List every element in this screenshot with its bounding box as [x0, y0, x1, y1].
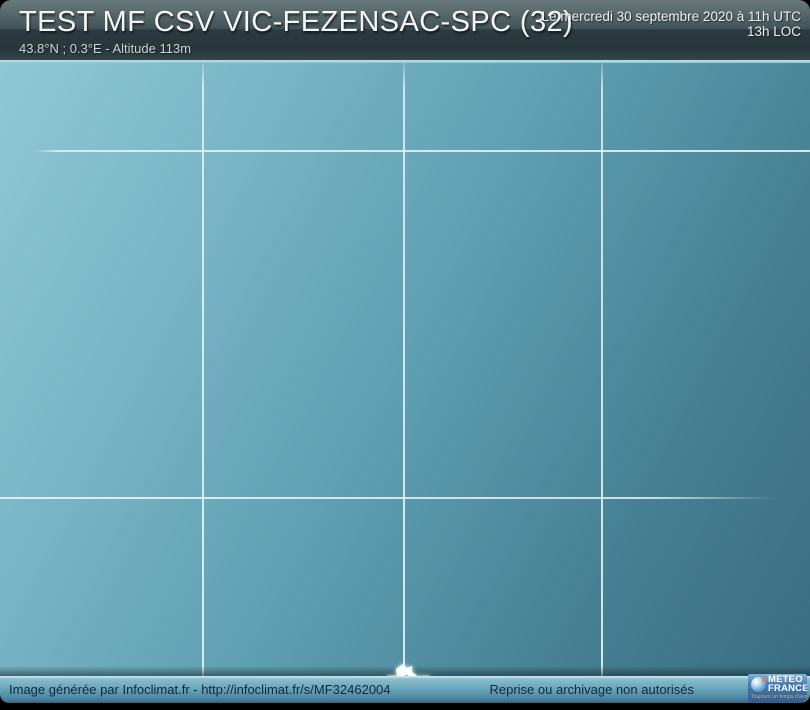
station-coordinates: 43.8°N ; 0.3°E - Altitude 113m: [19, 41, 192, 56]
plot-canvas: [0, 63, 810, 676]
datetime-utc: Le mercredi 30 septembre 2020 à 11h UTC: [541, 9, 801, 24]
meteo-france-logo: METEO FRANCE Toujours un temps d'avance: [748, 674, 807, 703]
page-title: TEST MF CSV VIC-FEZENSAC-SPC (32): [19, 6, 574, 38]
footer: Image générée par Infoclimat.fr - http:/…: [0, 676, 810, 703]
credit-text: Image générée par Infoclimat.fr - http:/…: [9, 682, 391, 697]
meteo-france-logo-row: METEO FRANCE: [751, 674, 807, 694]
meteo-france-dot-icon: [762, 678, 766, 682]
grid-line-vertical-1: [202, 63, 204, 676]
meteo-france-line1: METEO: [768, 674, 803, 685]
header-separator: [0, 60, 810, 63]
grid-line-vertical-2: [403, 63, 405, 676]
grid-line-vertical-3: [601, 63, 603, 676]
datetime-block: Le mercredi 30 septembre 2020 à 11h UTC …: [542, 9, 801, 39]
meteo-france-tagline: Toujours un temps d'avance: [751, 694, 807, 700]
grid-line-horizontal-1: [0, 150, 810, 152]
rights-text: Reprise ou archivage non autorisés: [489, 682, 694, 697]
meteo-france-globe-icon: [751, 677, 766, 692]
header: TEST MF CSV VIC-FEZENSAC-SPC (32) 43.8°N…: [0, 0, 810, 60]
meteo-france-wordmark: METEO FRANCE: [768, 674, 807, 694]
grid-line-horizontal-2: [0, 497, 810, 499]
meteo-france-line2: FRANCE: [768, 682, 807, 694]
datetime-local: 13h LOC: [746, 24, 801, 39]
